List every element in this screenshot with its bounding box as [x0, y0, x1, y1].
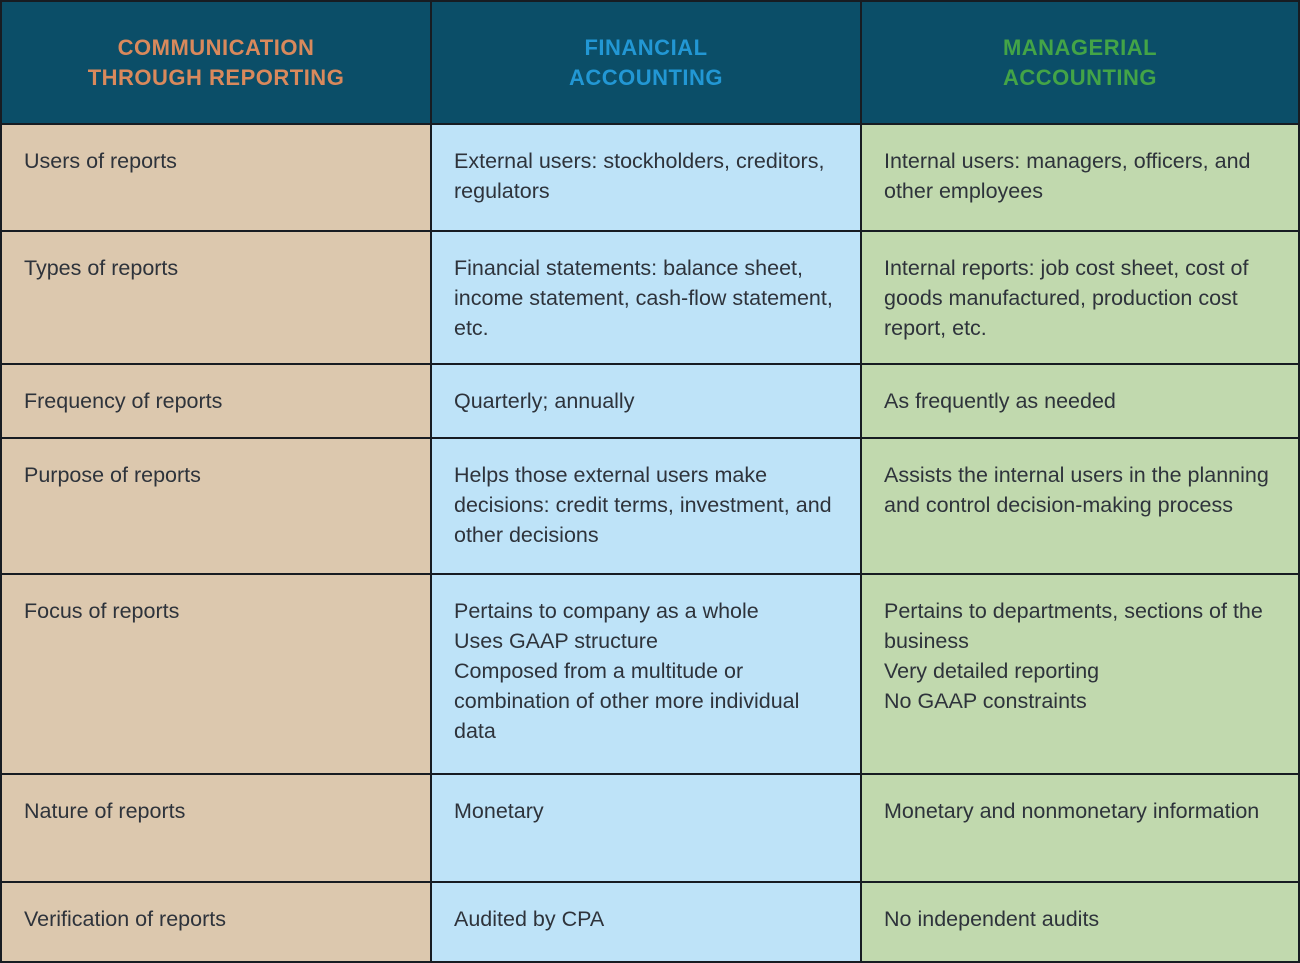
row-focus-label: Focus of reports	[2, 575, 430, 773]
row-users-financial: External users: stockholders, creditors,…	[432, 125, 860, 230]
row-users-label: Users of reports	[2, 125, 430, 230]
row-purpose-label: Purpose of reports	[2, 439, 430, 573]
header-managerial-accounting: MANAGERIAL ACCOUNTING	[862, 2, 1298, 123]
row-verification-financial: Audited by CPA	[432, 883, 860, 961]
row-frequency-managerial: As frequently as needed	[862, 365, 1298, 437]
header-communication-through-reporting: COMMUNICATION THROUGH REPORTING	[2, 2, 430, 123]
row-verification-label: Verification of reports	[2, 883, 430, 961]
row-frequency-label: Frequency of reports	[2, 365, 430, 437]
row-focus-managerial: Pertains to departments, sections of the…	[862, 575, 1298, 773]
row-focus-financial: Pertains to company as a whole Uses GAAP…	[432, 575, 860, 773]
row-types-label: Types of reports	[2, 232, 430, 363]
row-purpose-managerial: Assists the internal users in the planni…	[862, 439, 1298, 573]
row-frequency-financial: Quarterly; annually	[432, 365, 860, 437]
header-financial-accounting: FINANCIAL ACCOUNTING	[432, 2, 860, 123]
row-nature-financial: Monetary	[432, 775, 860, 881]
row-nature-label: Nature of reports	[2, 775, 430, 881]
row-types-financial: Financial statements: balance sheet, inc…	[432, 232, 860, 363]
row-verification-managerial: No independent audits	[862, 883, 1298, 961]
row-users-managerial: Internal users: managers, officers, and …	[862, 125, 1298, 230]
row-purpose-financial: Helps those external users make decision…	[432, 439, 860, 573]
row-types-managerial: Internal reports: job cost sheet, cost o…	[862, 232, 1298, 363]
row-nature-managerial: Monetary and nonmonetary information	[862, 775, 1298, 881]
